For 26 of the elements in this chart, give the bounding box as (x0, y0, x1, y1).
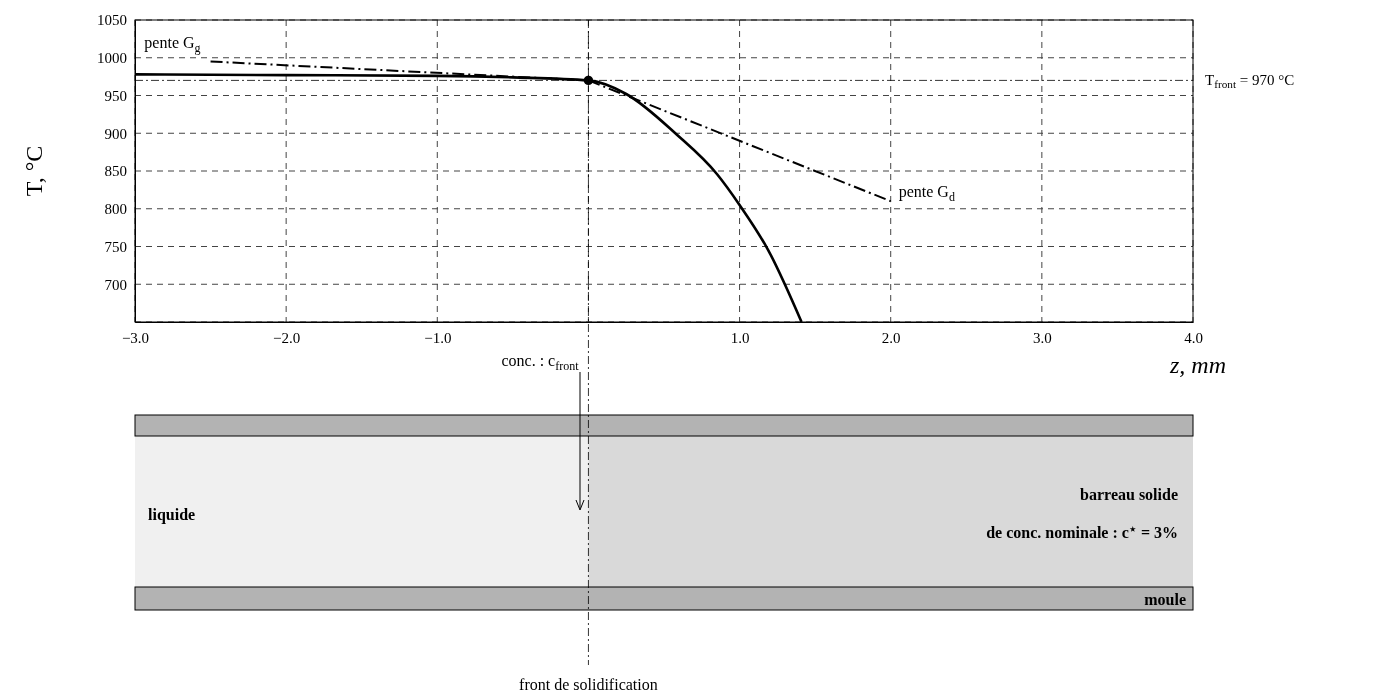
x-tick-label: 4.0 (1184, 329, 1203, 346)
x-tick-label: 3.0 (1032, 329, 1052, 346)
y-tick-label: 900 (104, 125, 127, 142)
ref-line-label: front de solidification (519, 676, 658, 693)
series-label: pente G$_{d}$ (898, 183, 955, 204)
x-tick-label: −1.0 (424, 329, 452, 346)
series-label: pente G$_{g}$ (144, 33, 201, 55)
x-tick-label: −2.0 (273, 329, 301, 346)
y-axis-title: T, °C (21, 145, 47, 197)
text: barreau solide (1080, 486, 1178, 503)
text: conc. : c$_{front}$ (501, 352, 580, 373)
text: moule (1144, 591, 1186, 608)
y-tick-label: 850 (104, 163, 127, 180)
x-tick-label: 2.0 (881, 329, 901, 346)
text: liquide (148, 506, 196, 524)
text: de conc. nominale : c$^{⋆}$ = 3% (986, 522, 1178, 541)
y-tick-label: 750 (104, 238, 127, 255)
y-tick-label: 1000 (97, 50, 127, 67)
y-tick-label: 1050 (97, 12, 127, 29)
x-tick-label: 1.0 (730, 329, 750, 346)
ref-line-label: T$_{front}$ = 970 °C (1205, 72, 1295, 91)
x-tick-label: −3.0 (121, 329, 150, 346)
y-tick-label: 700 (104, 276, 127, 293)
y-tick-label: 800 (104, 201, 127, 218)
y-tick-label: 950 (104, 87, 127, 104)
x-axis-title: z, mm (1169, 352, 1227, 378)
